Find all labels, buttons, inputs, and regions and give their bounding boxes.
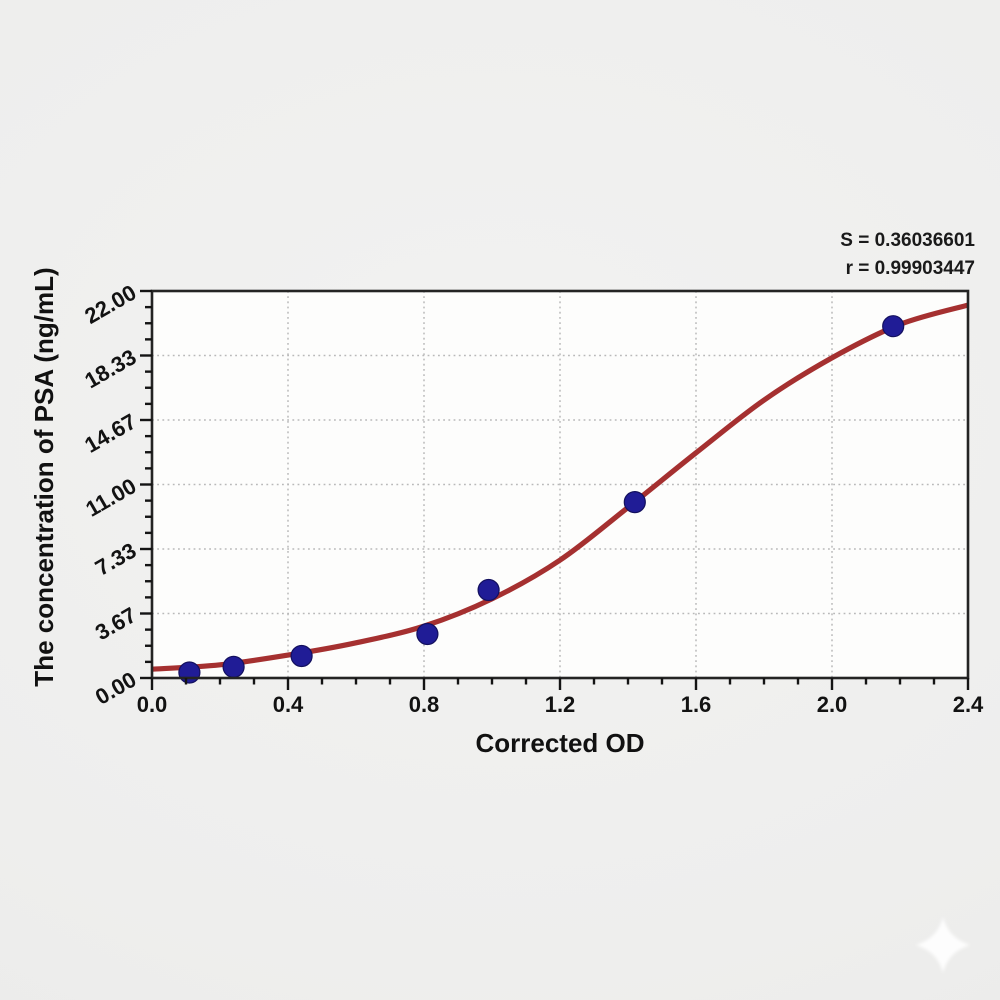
y-tick-label: 14.67 xyxy=(80,409,140,458)
data-point xyxy=(416,622,439,646)
fitted-curve-path xyxy=(152,302,968,672)
data-point xyxy=(222,655,245,679)
sparkle-icon xyxy=(916,917,970,973)
x-tick-label: 0.4 xyxy=(273,692,304,717)
stat-r-value: r = 0.99903447 xyxy=(846,258,975,279)
x-tick-label: 1.6 xyxy=(681,692,712,717)
gridlines xyxy=(152,291,968,678)
data-point xyxy=(882,315,905,338)
y-tick-label: 22.00 xyxy=(80,280,140,329)
x-tick-label: 1.2 xyxy=(545,692,576,717)
stat-s-value: S = 0.36036601 xyxy=(840,230,975,251)
y-tick-label: 3.67 xyxy=(91,602,141,645)
x-axis-title: Corrected OD xyxy=(475,728,644,758)
x-tick-label: 0.0 xyxy=(137,692,168,717)
x-tick-label: 0.8 xyxy=(409,692,440,717)
axis-ticks xyxy=(140,289,970,690)
y-tick-label: 18.33 xyxy=(80,344,140,393)
x-tick-label: 2.4 xyxy=(953,692,984,717)
fitted-curve-group xyxy=(152,302,968,672)
y-axis-title: The concentration of PSA (ng/mL) xyxy=(29,267,59,686)
y-tick-label: 0.00 xyxy=(91,667,141,710)
y-tick-label: 11.00 xyxy=(81,473,140,522)
data-point xyxy=(623,491,646,514)
data-point xyxy=(178,661,201,684)
data-point xyxy=(290,644,313,668)
data-point xyxy=(477,578,500,602)
y-tick-label: 7.33 xyxy=(91,538,141,581)
x-tick-label: 2.0 xyxy=(817,692,848,717)
